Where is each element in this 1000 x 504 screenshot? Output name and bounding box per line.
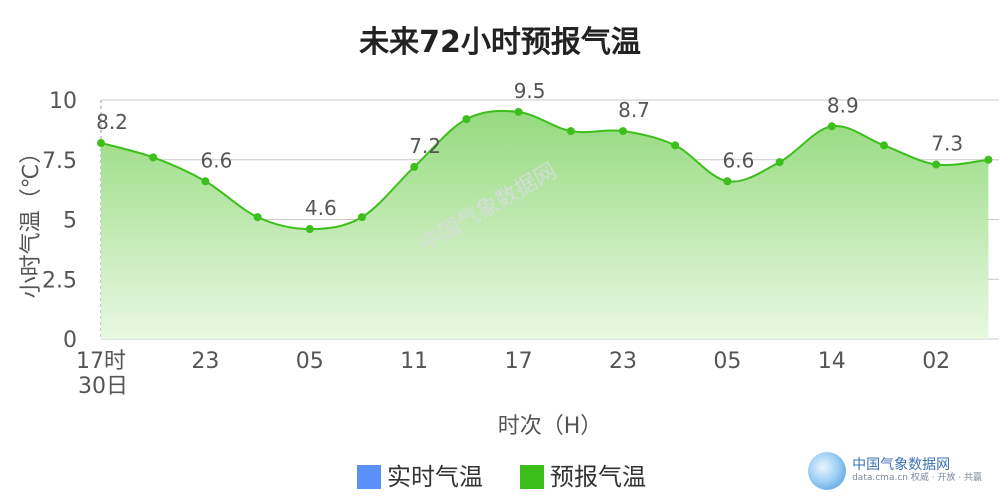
- data-labels: 8.2 6.6 4.6 7.2 9.5 8.7 6.6 8.9 7.3: [96, 79, 963, 220]
- x-tick-label: 17时: [76, 349, 126, 374]
- logo-subtitle: data.cma.cn 权威 · 开放 · 共赢: [852, 472, 982, 483]
- cma-logo: 中国气象数据网 data.cma.cn 权威 · 开放 · 共赢: [808, 452, 982, 490]
- data-point: [514, 107, 523, 116]
- y-tick-label: 2.5: [42, 268, 77, 293]
- data-point: [619, 127, 627, 136]
- legend-label: 预报气温: [550, 463, 646, 491]
- data-label: 8.2: [96, 110, 128, 134]
- y-tick-label: 0: [63, 328, 77, 353]
- data-label: 7.3: [931, 132, 963, 156]
- data-point: [462, 115, 471, 124]
- x-axis-label: 时次（H）: [498, 414, 603, 439]
- logo-name: 中国气象数据网: [852, 457, 951, 474]
- y-axis-label: 小时气温（℃）: [19, 142, 44, 299]
- data-point: [149, 153, 158, 162]
- x-tick-label: 05: [296, 349, 324, 374]
- data-label: 8.7: [618, 98, 650, 122]
- legend-label: 实时气温: [387, 463, 483, 491]
- y-tick-label: 5: [63, 209, 77, 234]
- data-point: [201, 177, 210, 186]
- data-label: 8.9: [827, 93, 859, 117]
- x-ticks: 17时 23 05 11 17 23 05 14 02: [76, 349, 950, 374]
- legend-swatch: [520, 465, 544, 489]
- data-label: 7.2: [409, 134, 441, 158]
- forecast-area: [101, 110, 989, 339]
- data-point: [671, 141, 680, 150]
- x-tick-label: 23: [609, 349, 637, 374]
- data-label: 6.6: [722, 148, 754, 172]
- data-point: [305, 225, 314, 234]
- data-point: [984, 155, 993, 164]
- data-point: [932, 160, 941, 169]
- data-point: [775, 158, 784, 167]
- data-point: [358, 213, 366, 222]
- data-point: [723, 177, 732, 186]
- data-label: 4.6: [305, 196, 337, 220]
- legend-swatch: [357, 465, 381, 489]
- x-tick-label: 11: [400, 349, 428, 374]
- x-tick-label: 02: [922, 349, 950, 374]
- data-point: [566, 127, 575, 136]
- x-tick-label: 17: [505, 349, 533, 374]
- chart-title: 未来72小时预报气温: [359, 25, 641, 60]
- x-tick-label: 14: [818, 349, 846, 374]
- x-date-label: 30日: [78, 374, 128, 399]
- data-point: [410, 162, 419, 171]
- data-point: [97, 139, 105, 148]
- data-label: 9.5: [514, 79, 546, 103]
- data-point: [253, 213, 262, 222]
- legend: 实时气温 预报气温: [357, 463, 646, 491]
- data-label: 6.6: [200, 148, 232, 172]
- y-tick-label: 10: [49, 89, 77, 114]
- y-tick-label: 7.5: [42, 149, 77, 174]
- data-point: [827, 122, 836, 131]
- forecast-markers: [97, 107, 993, 234]
- x-tick-label: 05: [713, 349, 741, 374]
- x-tick-label: 23: [191, 349, 219, 374]
- data-point: [880, 141, 888, 150]
- cma-logo-icon: [808, 452, 847, 490]
